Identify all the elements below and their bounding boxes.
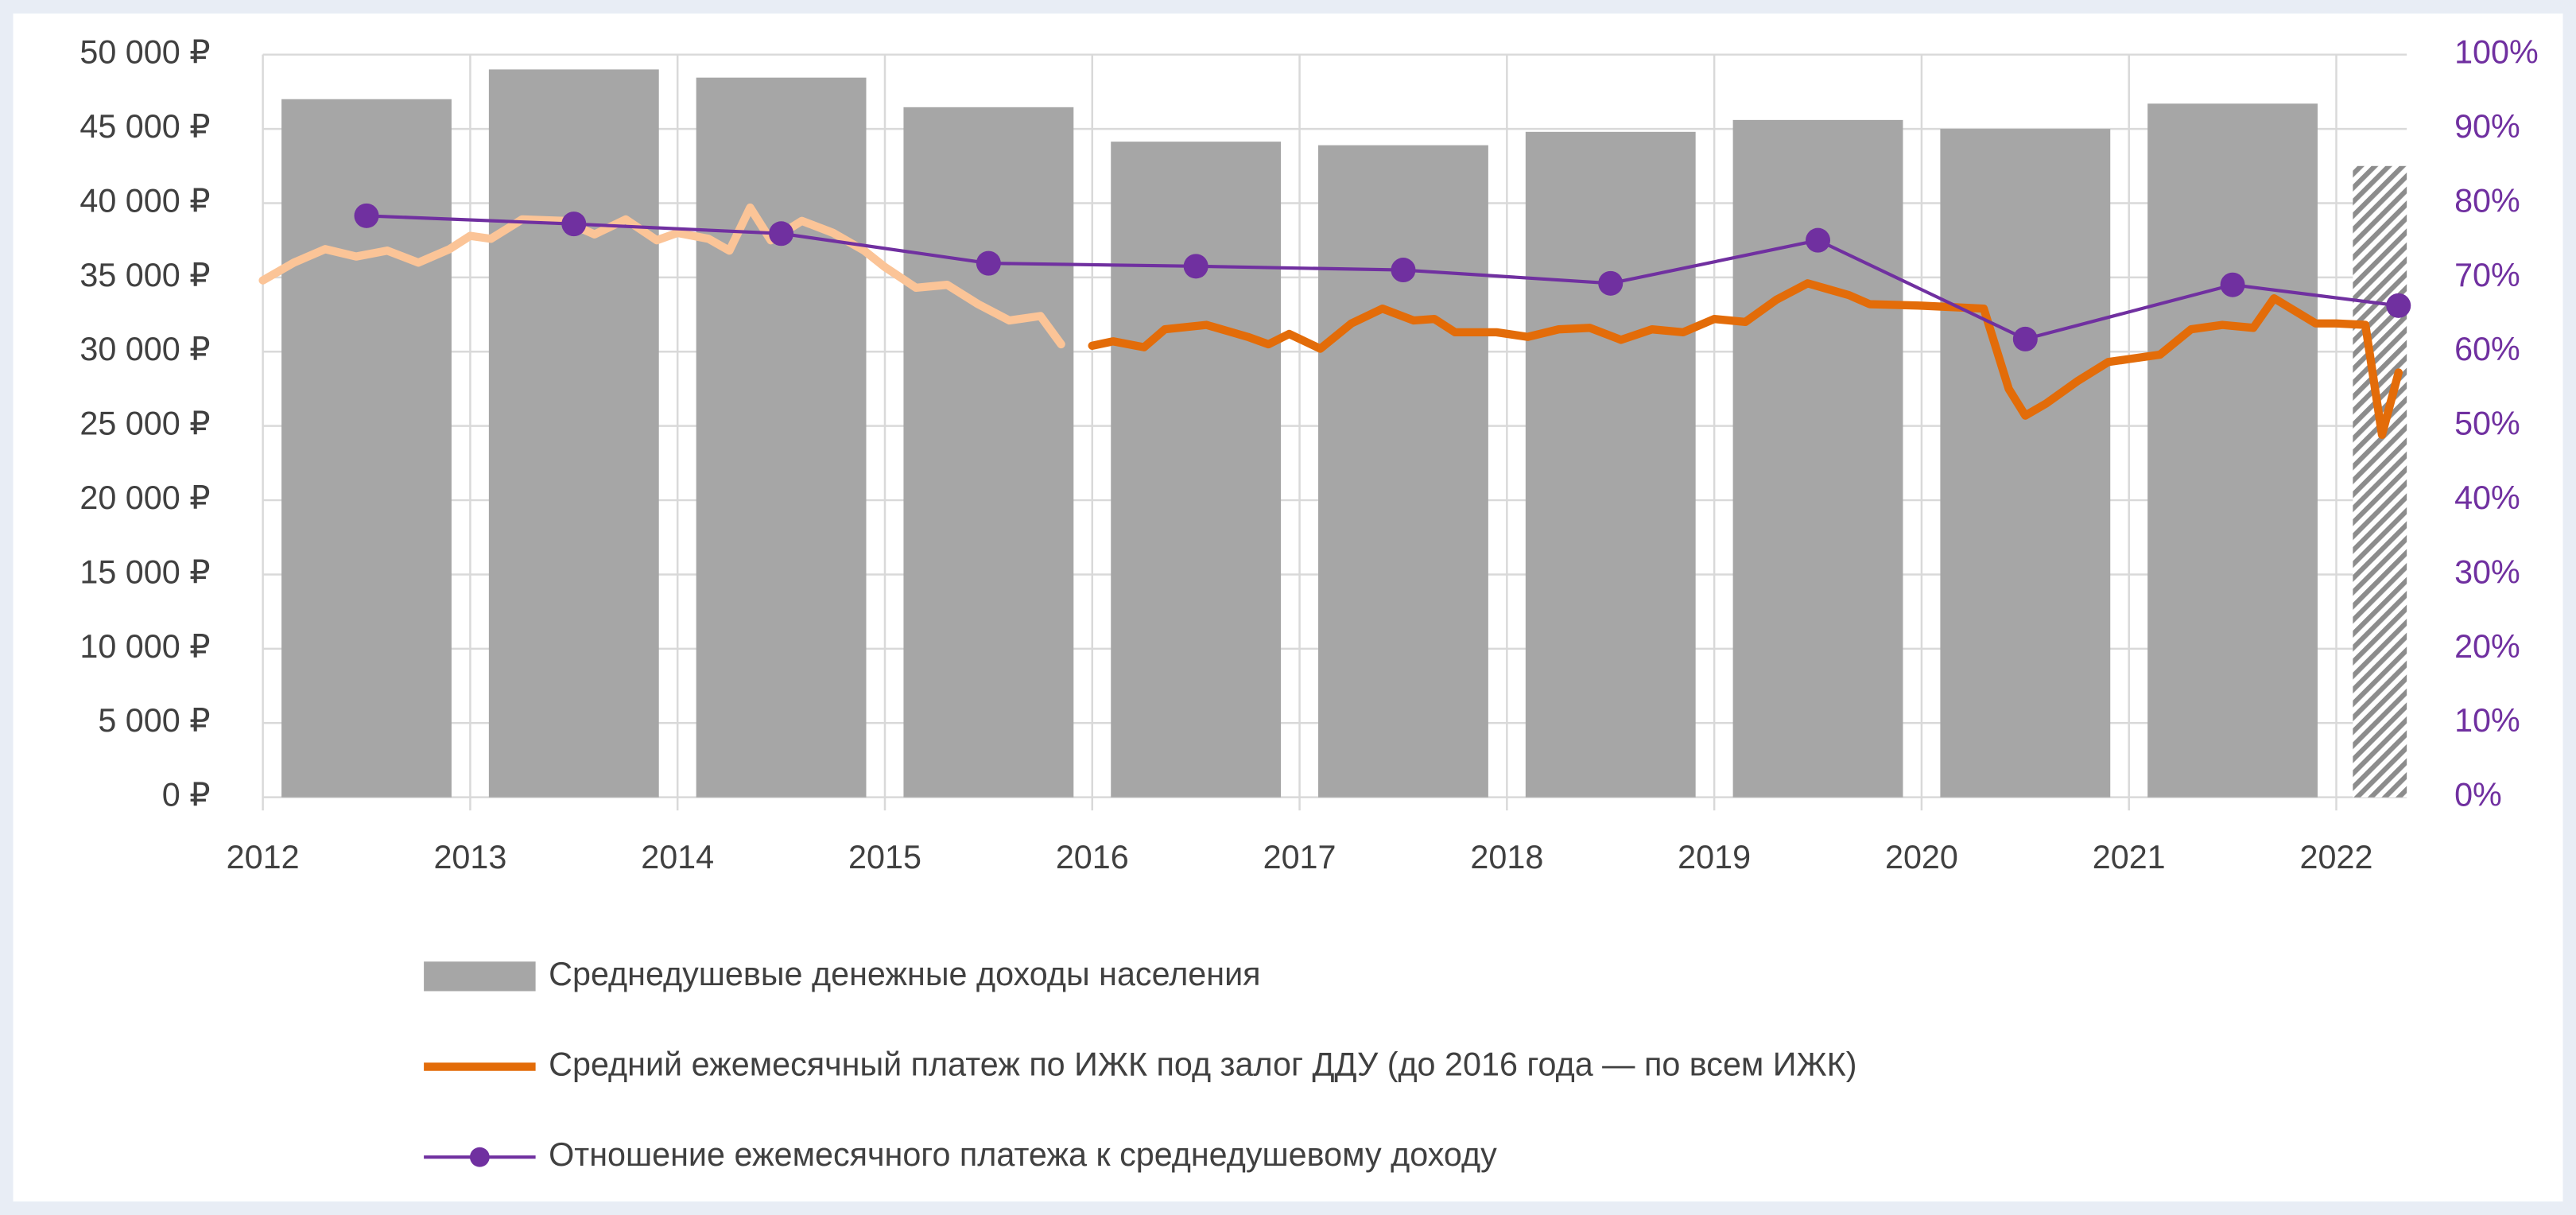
marker	[1598, 270, 1624, 296]
y2-tick-label: 40%	[2454, 479, 2520, 516]
y2-tick-label: 20%	[2454, 628, 2520, 665]
marker	[561, 212, 587, 237]
bar	[2147, 103, 2318, 798]
legend-label: Среднедушевые денежные доходы населения	[549, 956, 1260, 992]
marker	[2386, 293, 2411, 318]
x-tick-label: 2013	[433, 839, 506, 875]
marker	[2220, 272, 2245, 297]
bar	[903, 107, 1074, 798]
y2-tick-label: 10%	[2454, 702, 2520, 739]
x-tick-label: 2017	[1263, 839, 1336, 875]
x-tick-label: 2021	[2093, 839, 2166, 875]
y2-tick-label: 50%	[2454, 406, 2520, 442]
bar	[696, 77, 867, 798]
x-tick-label: 2020	[1885, 839, 1958, 875]
marker	[354, 203, 379, 228]
x-tick-label: 2022	[2300, 839, 2373, 875]
line	[1088, 279, 2403, 439]
y-tick-label: 0 ₽	[162, 777, 211, 813]
y2-tick-label: 30%	[2454, 553, 2520, 590]
y2-tick-label: 80%	[2454, 182, 2520, 219]
legend-label: Средний ежемесячный платеж по ИЖК под за…	[549, 1046, 1856, 1082]
y-tick-label: 40 000 ₽	[80, 182, 210, 219]
marker	[1806, 227, 1831, 253]
x-tick-label: 2019	[1678, 839, 1751, 875]
bar	[1732, 119, 1903, 798]
legend-label: Отношение ежемесячного платежа к среднед…	[549, 1136, 1497, 1173]
x-tick-label: 2015	[848, 839, 921, 875]
x-tick-label: 2014	[641, 839, 714, 875]
y-tick-label: 35 000 ₽	[80, 257, 210, 293]
marker	[976, 250, 1001, 276]
bar	[1318, 145, 1488, 798]
y-tick-label: 50 000 ₽	[80, 34, 210, 71]
y-tick-label: 10 000 ₽	[80, 628, 210, 665]
legend-marker	[469, 1147, 490, 1167]
x-tick-label: 2016	[1056, 839, 1129, 875]
y2-tick-label: 70%	[2454, 257, 2520, 293]
x-tick-label: 2018	[1470, 839, 1543, 875]
y-tick-label: 20 000 ₽	[80, 479, 210, 516]
y-tick-label: 15 000 ₽	[80, 553, 210, 590]
y-tick-label: 5 000 ₽	[98, 702, 210, 739]
bar	[2353, 165, 2407, 798]
marker	[769, 221, 794, 246]
y-tick-label: 25 000 ₽	[80, 406, 210, 442]
marker	[2012, 326, 2038, 351]
legend-swatch	[424, 961, 536, 992]
line-early	[258, 203, 1065, 349]
y2-tick-label: 60%	[2454, 331, 2520, 367]
y-tick-label: 45 000 ₽	[80, 108, 210, 145]
bar	[1940, 129, 2111, 798]
y2-tick-label: 90%	[2454, 108, 2520, 145]
bar	[488, 69, 659, 798]
y2-tick-label: 0%	[2454, 777, 2502, 813]
y2-tick-label: 100%	[2454, 34, 2539, 71]
x-tick-label: 2012	[227, 839, 300, 875]
marker	[1183, 254, 1208, 279]
y-tick-label: 30 000 ₽	[80, 331, 210, 367]
bar	[1525, 131, 1696, 798]
bar	[1111, 142, 1282, 798]
marker	[1391, 258, 1416, 283]
